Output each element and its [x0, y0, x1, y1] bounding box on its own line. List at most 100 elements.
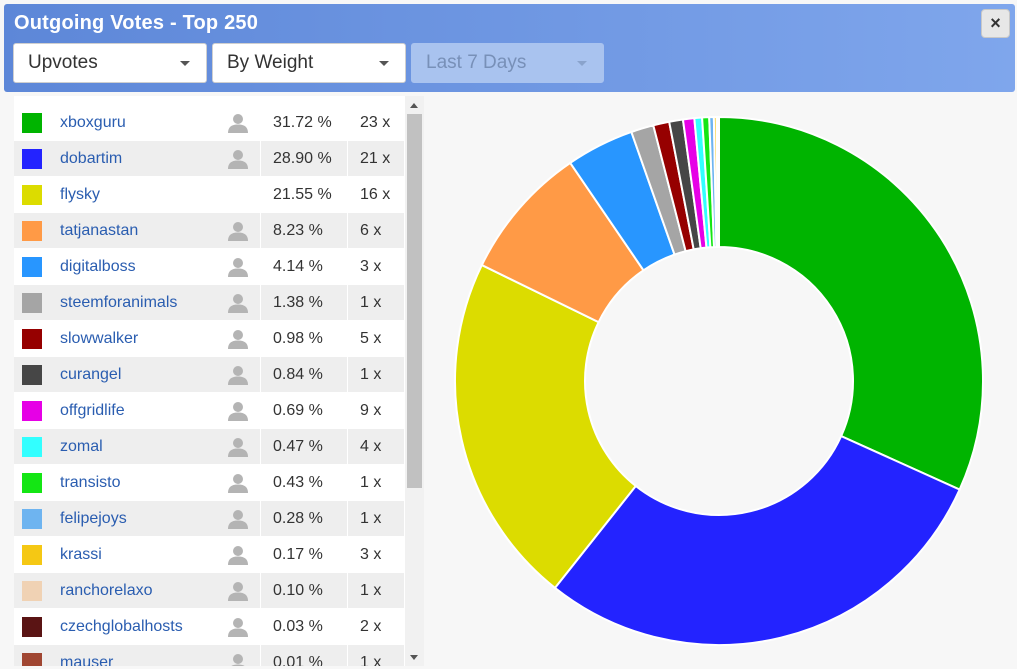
- voter-name-link[interactable]: xboxguru: [60, 113, 126, 131]
- vote-percent: 0.10 %: [260, 573, 348, 608]
- voter-name-link[interactable]: transisto: [60, 473, 121, 491]
- vote-count: 21 x: [360, 149, 391, 167]
- user-icon[interactable]: [227, 220, 249, 242]
- vote-percent: 0.69 %: [260, 393, 348, 428]
- user-icon[interactable]: [227, 148, 249, 170]
- table-row: offgridlife 0.69 % 9 x: [14, 393, 404, 429]
- color-swatch: [22, 184, 42, 205]
- color-swatch-cell: [14, 537, 50, 572]
- table-row: zomal 0.47 % 4 x: [14, 429, 404, 465]
- vote-count: 1 x: [360, 473, 382, 491]
- vote-percent: 0.47 %: [260, 429, 348, 464]
- donut-slice-xboxguru[interactable]: [718, 115, 984, 491]
- scroll-up-icon[interactable]: [410, 103, 418, 108]
- color-swatch: [22, 220, 42, 241]
- color-swatch: [22, 580, 42, 601]
- voter-name-link[interactable]: steemforanimals: [60, 293, 178, 311]
- sort-mode-value: By Weight: [227, 52, 314, 73]
- voter-name-link[interactable]: offgridlife: [60, 401, 125, 419]
- vote-count: 6 x: [360, 221, 382, 239]
- color-swatch: [22, 616, 42, 637]
- voter-name-link[interactable]: flysky: [60, 185, 100, 203]
- vote-count: 2 x: [360, 617, 382, 635]
- user-icon[interactable]: [227, 652, 249, 666]
- user-icon[interactable]: [227, 400, 249, 422]
- table-row: steemforanimals 1.38 % 1 x: [14, 285, 404, 321]
- color-swatch: [22, 472, 42, 493]
- voter-name-link[interactable]: digitalboss: [60, 257, 136, 275]
- color-swatch-cell: [14, 285, 50, 320]
- color-swatch: [22, 400, 42, 421]
- voter-name-link[interactable]: krassi: [60, 545, 102, 563]
- scroll-down-icon[interactable]: [410, 655, 418, 660]
- donut-slice-flysky[interactable]: [454, 263, 638, 590]
- voter-name-link[interactable]: curangel: [60, 365, 122, 383]
- donut-chart: [454, 115, 984, 646]
- donut-slice-dobartim[interactable]: [553, 434, 961, 646]
- color-swatch: [22, 112, 42, 133]
- table-row: transisto 0.43 % 1 x: [14, 465, 404, 501]
- table-row: digitalboss 4.14 % 3 x: [14, 249, 404, 285]
- color-swatch: [22, 436, 42, 457]
- close-button[interactable]: ×: [981, 9, 1010, 38]
- user-icon[interactable]: [227, 508, 249, 530]
- table-row: dobartim 28.90 % 21 x: [14, 141, 404, 177]
- scroll-thumb[interactable]: [407, 114, 422, 488]
- vote-count: 3 x: [360, 545, 382, 563]
- user-icon[interactable]: [227, 328, 249, 350]
- voter-name-link[interactable]: dobartim: [60, 149, 123, 167]
- vote-type-select[interactable]: Upvotes: [13, 43, 207, 83]
- user-icon[interactable]: [227, 256, 249, 278]
- list-scrollbar[interactable]: [405, 96, 424, 666]
- profile-cell: [216, 213, 260, 248]
- color-swatch: [22, 652, 42, 666]
- user-icon[interactable]: [227, 292, 249, 314]
- table-row: flysky 21.55 % 16 x: [14, 177, 404, 213]
- voter-name-link[interactable]: ranchorelaxo: [60, 581, 153, 599]
- profile-cell: [216, 249, 260, 284]
- table-row: czechglobalhosts 0.03 % 2 x: [14, 609, 404, 645]
- profile-cell: [216, 465, 260, 500]
- chevron-down-icon: [180, 61, 190, 66]
- close-icon: ×: [990, 13, 1001, 33]
- user-icon[interactable]: [227, 436, 249, 458]
- profile-cell: [216, 141, 260, 176]
- color-swatch-cell: [14, 105, 50, 140]
- chevron-down-icon: [577, 61, 587, 66]
- color-swatch: [22, 544, 42, 565]
- vote-percent: 0.03 %: [260, 609, 348, 644]
- voter-name-link[interactable]: zomal: [60, 437, 103, 455]
- user-icon[interactable]: [227, 472, 249, 494]
- voter-name-link[interactable]: mauser: [60, 653, 114, 667]
- vote-count: 4 x: [360, 437, 382, 455]
- table-row: krassi 0.17 % 3 x: [14, 537, 404, 573]
- vote-count: 1 x: [360, 293, 382, 311]
- profile-cell: [216, 177, 260, 212]
- header-bar: Outgoing Votes - Top 250 × Upvotes By We…: [4, 4, 1015, 92]
- vote-count: 3 x: [360, 257, 382, 275]
- vote-count: 1 x: [360, 653, 382, 667]
- color-swatch-cell: [14, 501, 50, 536]
- sort-mode-select[interactable]: By Weight: [212, 43, 406, 83]
- color-swatch: [22, 364, 42, 385]
- color-swatch: [22, 292, 42, 313]
- voter-name-link[interactable]: czechglobalhosts: [60, 617, 183, 635]
- user-icon[interactable]: [227, 112, 249, 134]
- voter-name-link[interactable]: slowwalker: [60, 329, 139, 347]
- vote-percent: 0.98 %: [260, 321, 348, 356]
- user-icon[interactable]: [227, 616, 249, 638]
- user-icon[interactable]: [227, 580, 249, 602]
- profile-cell: [216, 645, 260, 666]
- vote-count: 9 x: [360, 401, 382, 419]
- user-icon[interactable]: [227, 364, 249, 386]
- color-swatch-cell: [14, 213, 50, 248]
- voter-name-link[interactable]: felipejoys: [60, 509, 127, 527]
- profile-cell: [216, 501, 260, 536]
- voter-name-link[interactable]: tatjanastan: [60, 221, 139, 239]
- color-swatch-cell: [14, 465, 50, 500]
- profile-cell: [216, 429, 260, 464]
- user-icon[interactable]: [227, 544, 249, 566]
- color-swatch-cell: [14, 573, 50, 608]
- vote-percent: 0.28 %: [260, 501, 348, 536]
- vote-percent: 4.14 %: [260, 249, 348, 284]
